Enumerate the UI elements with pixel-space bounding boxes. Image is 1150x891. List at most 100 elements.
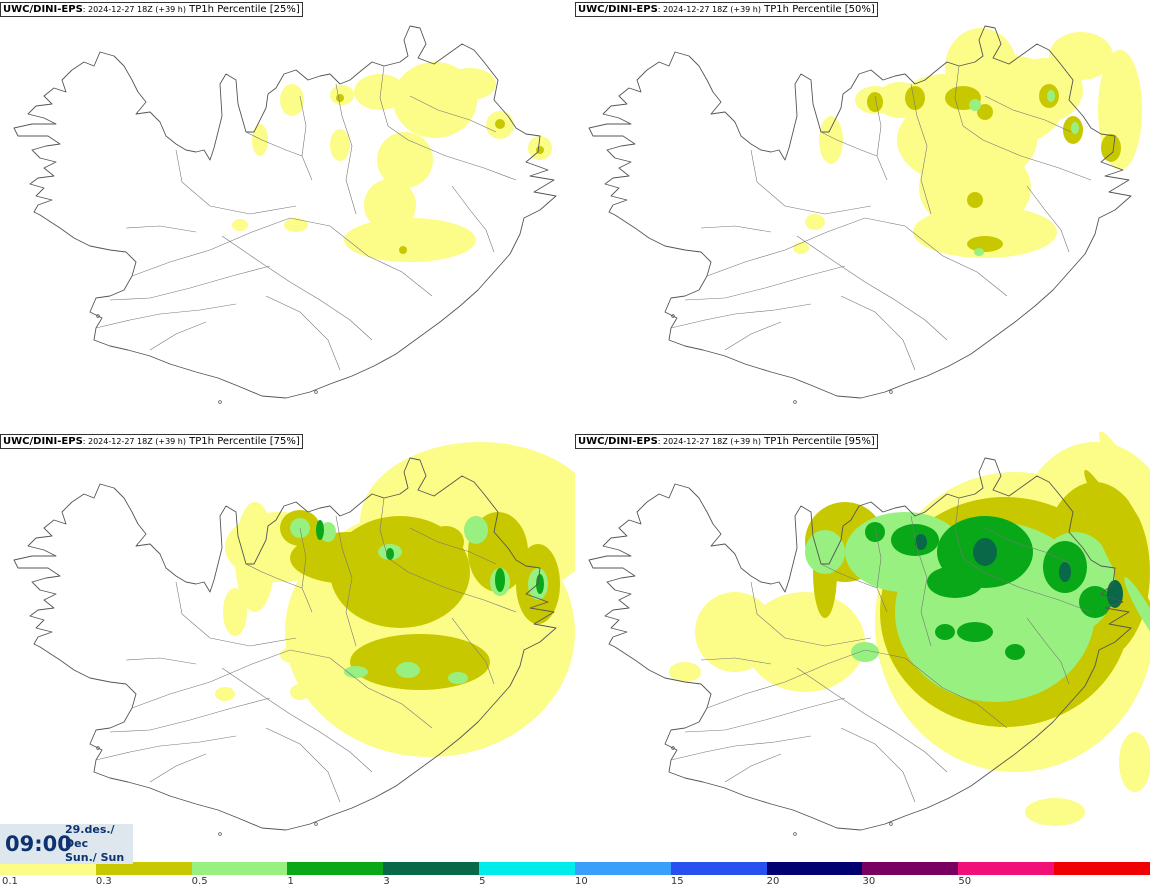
legend-label: 50 bbox=[958, 876, 972, 887]
precip-area-level-0 bbox=[354, 74, 406, 110]
precip-band bbox=[538, 457, 575, 527]
precip-area-level-3 bbox=[891, 524, 939, 556]
precip-area-level-2 bbox=[448, 672, 468, 684]
precip-area-level-1 bbox=[350, 634, 490, 690]
island bbox=[671, 746, 675, 750]
precip-area-level-3 bbox=[1079, 586, 1111, 618]
precip-area-level-0 bbox=[280, 647, 304, 663]
region-boundary bbox=[820, 131, 878, 157]
precip-area-level-0 bbox=[793, 242, 809, 254]
precip-area-level-2 bbox=[396, 662, 420, 678]
region-boundary bbox=[149, 753, 207, 783]
region-boundary bbox=[379, 497, 517, 613]
legend-label: 0.1 bbox=[2, 876, 18, 887]
legend-swatch bbox=[670, 862, 767, 875]
region-boundary bbox=[379, 65, 517, 181]
precip-area-level-2 bbox=[344, 666, 368, 678]
coastline bbox=[13, 25, 557, 399]
map-panel-p95: UWC/DINI-EPS: 2024-12-27 18Z (+39 h) TP1… bbox=[575, 432, 1150, 862]
region-boundary bbox=[95, 303, 237, 329]
precip-area-level-0 bbox=[669, 662, 701, 682]
precip-area-level-0 bbox=[232, 219, 248, 231]
island bbox=[96, 746, 100, 750]
precip-area-level-2 bbox=[464, 516, 488, 544]
region-boundary bbox=[299, 95, 313, 181]
valid-time: 09:00 bbox=[5, 832, 72, 856]
precip-area-level-3 bbox=[316, 520, 324, 540]
region-boundary bbox=[335, 515, 357, 647]
precip-area-level-3 bbox=[536, 574, 544, 594]
legend-swatch bbox=[766, 862, 863, 875]
region-boundary bbox=[820, 563, 878, 589]
valid-time-box: 09:00 29.des./ Dec Sun./ Sun bbox=[0, 823, 133, 864]
precip-area-level-1 bbox=[867, 92, 883, 112]
legend-labels: 0.1 0.3 0.5 1 3 5 10 15 20 30 50 bbox=[0, 876, 1150, 891]
region-boundary bbox=[874, 95, 888, 181]
legend-label: 30 bbox=[862, 876, 876, 887]
precip-area-level-4 bbox=[1107, 580, 1123, 608]
precip-legend: 0.1 0.3 0.5 1 3 5 10 15 20 30 50 bbox=[0, 862, 1150, 891]
precip-area-level-0 bbox=[1119, 732, 1150, 792]
precip-area-level-1 bbox=[967, 192, 983, 208]
coastline bbox=[13, 457, 557, 831]
precip-area-level-1 bbox=[905, 86, 925, 110]
precip-area-level-4 bbox=[1059, 562, 1071, 582]
island bbox=[96, 314, 100, 318]
precip-area-level-0 bbox=[284, 218, 308, 232]
legend-color-bar bbox=[0, 862, 1150, 875]
region-boundary bbox=[910, 83, 932, 215]
region-boundary bbox=[149, 321, 207, 351]
precip-map bbox=[588, 432, 1150, 836]
region-boundary bbox=[954, 497, 1092, 613]
precip-area-level-2 bbox=[320, 522, 336, 542]
precip-area-level-1 bbox=[967, 236, 1003, 252]
region-boundary bbox=[95, 735, 237, 761]
region-boundary bbox=[954, 65, 1092, 181]
region-boundary bbox=[451, 185, 495, 253]
region-boundary bbox=[700, 225, 772, 233]
precip-area-level-0 bbox=[819, 116, 843, 164]
region-boundary bbox=[670, 735, 812, 761]
region-boundary bbox=[409, 527, 497, 565]
precip-area-level-1 bbox=[977, 104, 993, 120]
region-boundary bbox=[706, 217, 1008, 297]
precip-area-level-3 bbox=[865, 522, 885, 542]
precip-area-level-0 bbox=[330, 129, 350, 161]
precip-area-level-0 bbox=[377, 132, 433, 188]
region-boundary bbox=[175, 581, 297, 647]
valid-date: 29.des./ Dec Sun./ Sun bbox=[65, 823, 125, 864]
panel-title: UWC/DINI-EPS: 2024-12-27 18Z (+39 h) TP1… bbox=[0, 2, 303, 17]
legend-label: 0.5 bbox=[191, 876, 208, 887]
region-boundary bbox=[245, 563, 303, 589]
legend-swatch bbox=[95, 862, 192, 875]
legend-swatch bbox=[958, 862, 1055, 875]
precip-area-level-1 bbox=[1101, 134, 1121, 162]
precip-area-level-1 bbox=[336, 94, 344, 102]
precip-area-level-3 bbox=[927, 566, 983, 598]
precip-map bbox=[13, 25, 557, 404]
precip-band bbox=[1124, 577, 1150, 647]
coastline bbox=[588, 25, 1132, 399]
precip-area-level-0 bbox=[364, 179, 416, 231]
precip-map bbox=[588, 25, 1142, 404]
legend-swatch bbox=[191, 862, 288, 875]
island bbox=[314, 822, 318, 826]
legend-label: 10 bbox=[575, 876, 588, 887]
region-boundary bbox=[409, 95, 497, 133]
precip-area-level-2 bbox=[1071, 122, 1079, 134]
precip-area-level-0 bbox=[1049, 32, 1113, 80]
legend-label: 0.3 bbox=[95, 876, 112, 887]
region-boundary bbox=[684, 265, 846, 301]
region-boundary bbox=[335, 83, 357, 215]
legend-label: 20 bbox=[766, 876, 780, 887]
map-panel-p75: UWC/DINI-EPS: 2024-12-27 18Z (+39 h) TP1… bbox=[0, 432, 575, 862]
region-boundary bbox=[265, 727, 341, 803]
legend-swatch bbox=[574, 862, 671, 875]
region-boundary bbox=[299, 527, 313, 613]
precip-area-level-1 bbox=[399, 246, 407, 254]
region-boundary bbox=[706, 649, 1008, 729]
precip-area-level-3 bbox=[957, 622, 993, 642]
region-boundary bbox=[265, 295, 341, 371]
island bbox=[314, 390, 318, 394]
precip-area-level-0 bbox=[252, 124, 268, 156]
